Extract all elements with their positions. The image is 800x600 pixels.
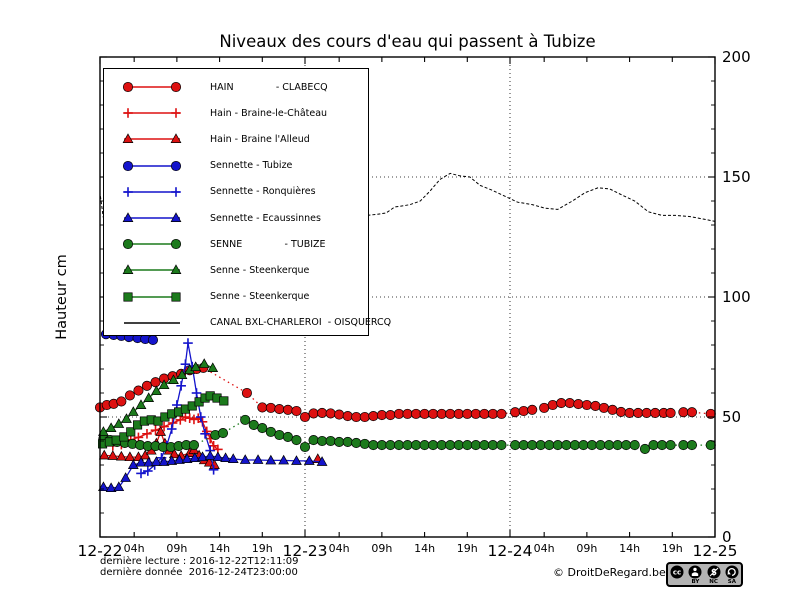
cc-label-sa: SA bbox=[727, 579, 736, 585]
x-tick-label: 09h bbox=[576, 542, 597, 555]
x-tick-label: 14h bbox=[414, 542, 435, 555]
svg-text:$: $ bbox=[711, 568, 717, 578]
cc-license-badge: cc BY $ NC SA bbox=[666, 562, 743, 587]
x-tick-label: 04h bbox=[124, 542, 145, 555]
legend-label: Senne - Steenkerque bbox=[210, 264, 310, 276]
legend-label: Hain - Braine l'Alleud bbox=[210, 133, 310, 145]
cc-label-nc: NC bbox=[709, 579, 718, 585]
footer-last-data: dernière donnée 2016-12-24T23:00:00 bbox=[100, 567, 298, 578]
cc-by-icon: BY bbox=[687, 565, 703, 585]
legend-label: SENNE - TUBIZE bbox=[210, 238, 326, 250]
copyright-text: © DroitDeRegard.be bbox=[553, 566, 666, 579]
axis-frame bbox=[99, 56, 716, 538]
y-axis-label: Hauteur cm bbox=[54, 254, 70, 340]
legend-entry-8: Senne - Steenkerque bbox=[104, 284, 368, 310]
legend-entry-7: Senne - Steenkerque bbox=[104, 257, 368, 283]
legend-entry-9: CANAL BXL-CHARLEROI - OISQUERCQ bbox=[104, 310, 391, 336]
legend-entry-5: Sennette - Ecaussinnes bbox=[104, 205, 368, 231]
legend-label: HAIN - CLABECQ bbox=[210, 81, 328, 93]
y-tick-label: 200 bbox=[722, 48, 751, 66]
cc-sa-icon: SA bbox=[724, 565, 740, 585]
circle-marker-sample bbox=[122, 82, 182, 93]
legend-entry-0: HAIN - CLABECQ bbox=[104, 74, 368, 100]
legend-entry-1: Hain - Braine-le-Château bbox=[104, 100, 368, 126]
x-tick-label: 14h bbox=[619, 542, 640, 555]
series-senne-steenkerque-amont- bbox=[98, 358, 219, 436]
y-tick-label: 0 bbox=[722, 528, 732, 546]
plus-marker-sample bbox=[123, 187, 181, 197]
series-senne-steenkerque-aval- bbox=[98, 391, 229, 449]
legend-entry-6: SENNE - TUBIZE bbox=[104, 231, 368, 257]
legend-label: Sennette - Ronquières bbox=[210, 186, 316, 198]
line-sample bbox=[124, 322, 180, 324]
circle-marker-sample bbox=[122, 239, 182, 250]
legend-label: Senne - Steenkerque bbox=[210, 291, 310, 303]
chart-title: Niveaux des cours d'eau qui passent à Tu… bbox=[219, 32, 596, 51]
legend-label: CANAL BXL-CHARLEROI - OISQUERCQ bbox=[210, 317, 392, 329]
legend: HAIN - CLABECQ Hain - Braine-le-Château Ha… bbox=[103, 68, 391, 336]
x-tick-label: 04h bbox=[534, 542, 555, 555]
y-tick-label: 50 bbox=[722, 408, 741, 426]
y-tick-label: 150 bbox=[722, 168, 751, 186]
y-tick-labels: 0 50 100 150 200 bbox=[722, 48, 751, 546]
x-tick-labels: 12-22 04h 09h 14h 19h 12-23 04h 09h 14h 19h 12-24 0… bbox=[77, 542, 737, 560]
triangle-marker-sample bbox=[122, 264, 182, 275]
x-tick-label: 14h bbox=[209, 542, 230, 555]
y-tick-label: 100 bbox=[722, 288, 751, 306]
x-tick-label: 09h bbox=[166, 542, 187, 555]
series-sennette-ecaussinnes bbox=[98, 450, 328, 492]
legend-label: Sennette - Tubize bbox=[210, 160, 293, 172]
triangle-marker-sample bbox=[122, 212, 182, 222]
x-tick-label: 19h bbox=[252, 542, 273, 555]
footer-last-reading: dernière lecture : 2016-12-22T12:11:09 bbox=[100, 556, 299, 567]
legend-label: Hain - Braine-le-Château bbox=[210, 107, 328, 119]
triangle-marker-sample bbox=[122, 133, 182, 144]
cc-label-by: BY bbox=[691, 579, 700, 585]
series-senne-tubize bbox=[98, 414, 716, 454]
legend-entry-2: Hain - Braine l'Alleud bbox=[104, 126, 368, 152]
legend-label: Sennette - Ecaussinnes bbox=[210, 212, 321, 224]
svg-text:cc: cc bbox=[673, 569, 681, 577]
series-canal-bxl-charleroi-oisquercq bbox=[99, 172, 716, 223]
square-marker-sample bbox=[123, 292, 181, 302]
x-tick-label: 12-23 bbox=[282, 542, 327, 560]
x-tick-label: 12-22 bbox=[77, 542, 122, 560]
plus-marker-sample bbox=[123, 108, 181, 119]
x-tick-label: 04h bbox=[329, 542, 350, 555]
x-tick-label: 12-24 bbox=[487, 542, 532, 560]
x-tick-label: 19h bbox=[457, 542, 478, 555]
legend-entry-4: Sennette - Ronquières bbox=[104, 179, 368, 205]
cc-cc-icon: cc bbox=[669, 565, 685, 579]
legend-entry-3: Sennette - Tubize bbox=[104, 153, 368, 179]
x-tick-label: 12-25 bbox=[692, 542, 737, 560]
series-hain-clabecq bbox=[94, 362, 716, 423]
cc-nc-icon: $ NC bbox=[706, 565, 722, 585]
circle-marker-sample bbox=[122, 160, 182, 171]
x-tick-label: 09h bbox=[371, 542, 392, 555]
x-tick-label: 19h bbox=[662, 542, 683, 555]
